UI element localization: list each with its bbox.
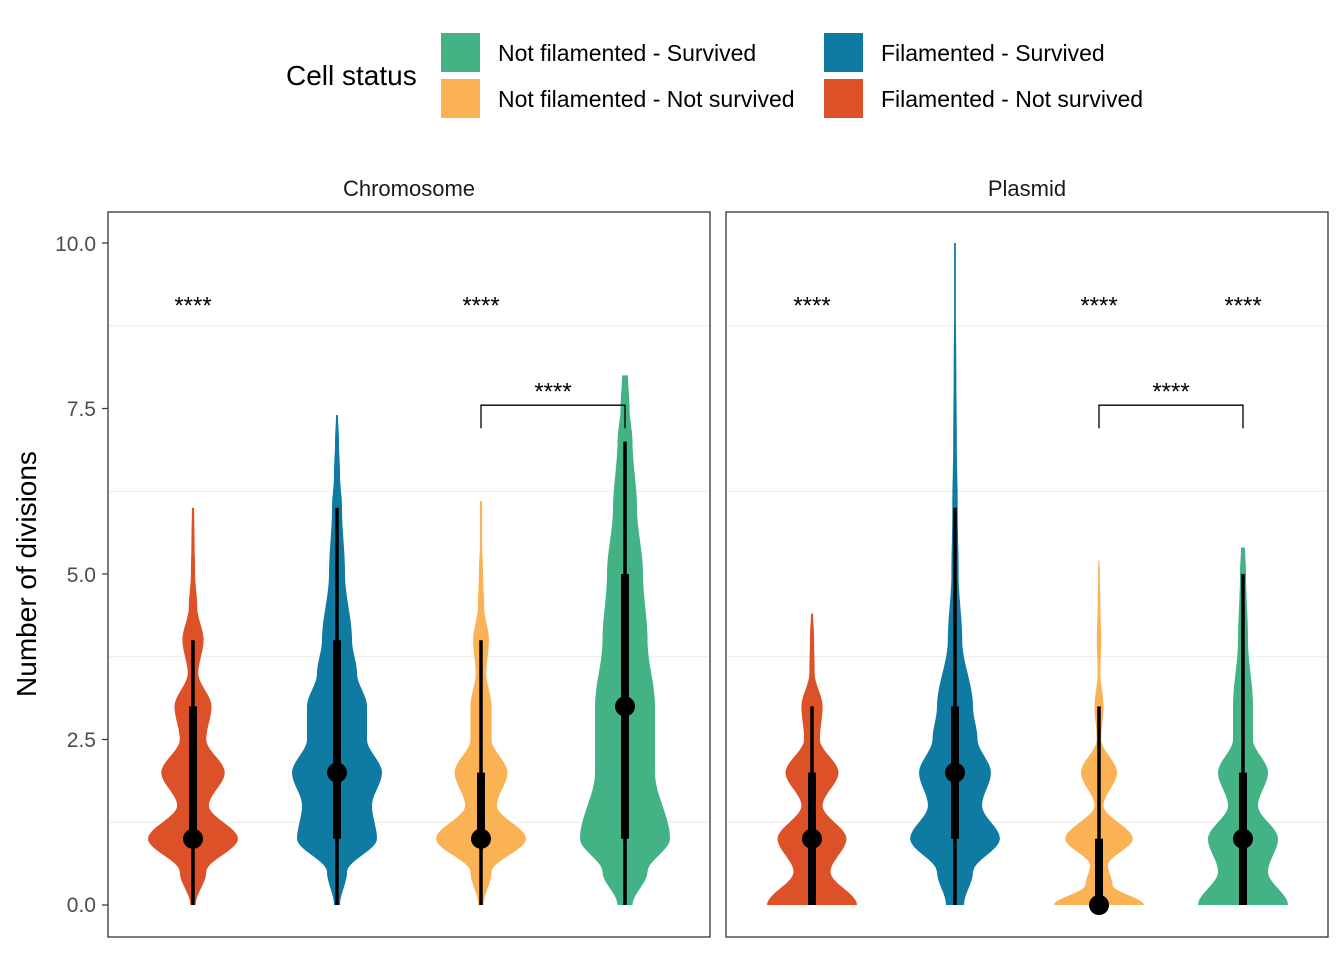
y-tick-label: 2.5 — [67, 729, 96, 752]
legend-label-not-filamented-not-survived: Not filamented - Not survived — [498, 86, 795, 112]
legend-key-not-filamented-survived — [441, 33, 480, 72]
legend-label-filamented-not-survived: Filamented - Not survived — [881, 86, 1143, 112]
legend-label-filamented-survived: Filamented - Survived — [881, 40, 1105, 66]
significance-label: **** — [793, 292, 830, 319]
median-point — [1233, 828, 1253, 849]
significance-label: **** — [462, 292, 499, 319]
legend: Cell status Not filamented - Survived Fi… — [286, 33, 1143, 118]
panel-chromosome: **** **** **** — [107, 211, 711, 938]
y-axis-label: Number of divisions — [11, 451, 42, 697]
significance-label: **** — [1080, 292, 1117, 319]
median-point — [1089, 895, 1109, 915]
y-axis-ticks: 0.0 2.5 5.0 7.5 10.0 — [55, 233, 96, 917]
y-tick-label: 5.0 — [67, 564, 96, 587]
y-tick-label: 7.5 — [67, 398, 96, 421]
panel-title-plasmid: Plasmid — [988, 176, 1066, 201]
median-point — [945, 762, 965, 783]
significance-bracket — [480, 404, 626, 429]
panel-border — [107, 211, 711, 938]
panel-plasmid: **** **** **** **** — [725, 211, 1329, 938]
median-point — [615, 696, 635, 717]
significance-label: **** — [534, 378, 571, 405]
y-tick-label: 0.0 — [67, 894, 96, 917]
median-point — [471, 828, 491, 849]
legend-title: Cell status — [286, 60, 417, 91]
legend-key-not-filamented-not-survived — [441, 79, 480, 118]
y-tick-marks — [102, 242, 108, 906]
y-tick-label: 10.0 — [55, 233, 96, 256]
significance-label: **** — [1152, 378, 1189, 405]
median-point — [183, 828, 203, 849]
significance-label: **** — [174, 292, 211, 319]
significance-label: **** — [1224, 292, 1261, 319]
legend-key-filamented-not-survived — [824, 79, 863, 118]
median-point — [802, 828, 822, 849]
panel-border — [725, 211, 1329, 938]
panel-title-chromosome: Chromosome — [343, 176, 475, 201]
legend-label-not-filamented-survived: Not filamented - Survived — [498, 40, 756, 66]
significance-bracket — [1098, 404, 1244, 429]
median-point — [327, 762, 347, 783]
legend-key-filamented-survived — [824, 33, 863, 72]
